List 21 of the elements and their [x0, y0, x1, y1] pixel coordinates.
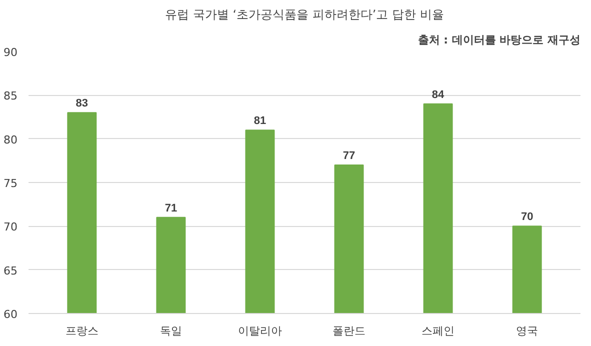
- x-tick-label: 영국: [516, 324, 538, 338]
- y-tick-label: 65: [4, 264, 18, 278]
- data-label: 83: [76, 98, 88, 110]
- x-tick-label: 프랑스: [65, 324, 98, 338]
- y-tick-label: 60: [4, 308, 18, 321]
- y-tick-label: 85: [4, 90, 18, 103]
- y-tick-label: 90: [4, 46, 18, 59]
- data-label: 81: [254, 115, 266, 128]
- y-tick-label: 70: [4, 220, 18, 234]
- y-tick-label: 75: [4, 177, 18, 190]
- data-label: 70: [520, 211, 534, 224]
- data-label: 71: [164, 202, 178, 214]
- y-tick-label: 80: [4, 133, 18, 146]
- x-tick-label: 스페인: [422, 324, 455, 338]
- source-note: 출처 : 데이터를 바탕으로 재구성: [418, 34, 580, 46]
- chart-title: 유럽 국가별 ‘초가공식품을 피하려한다’고 답한 비율: [165, 8, 444, 22]
- data-label: 84: [432, 88, 446, 101]
- x-tick-label: 폴란드: [332, 324, 366, 338]
- x-tick-label: 이탈리아: [238, 324, 282, 338]
- x-tick-label: 독일: [160, 324, 182, 338]
- data-label: 77: [342, 150, 356, 162]
